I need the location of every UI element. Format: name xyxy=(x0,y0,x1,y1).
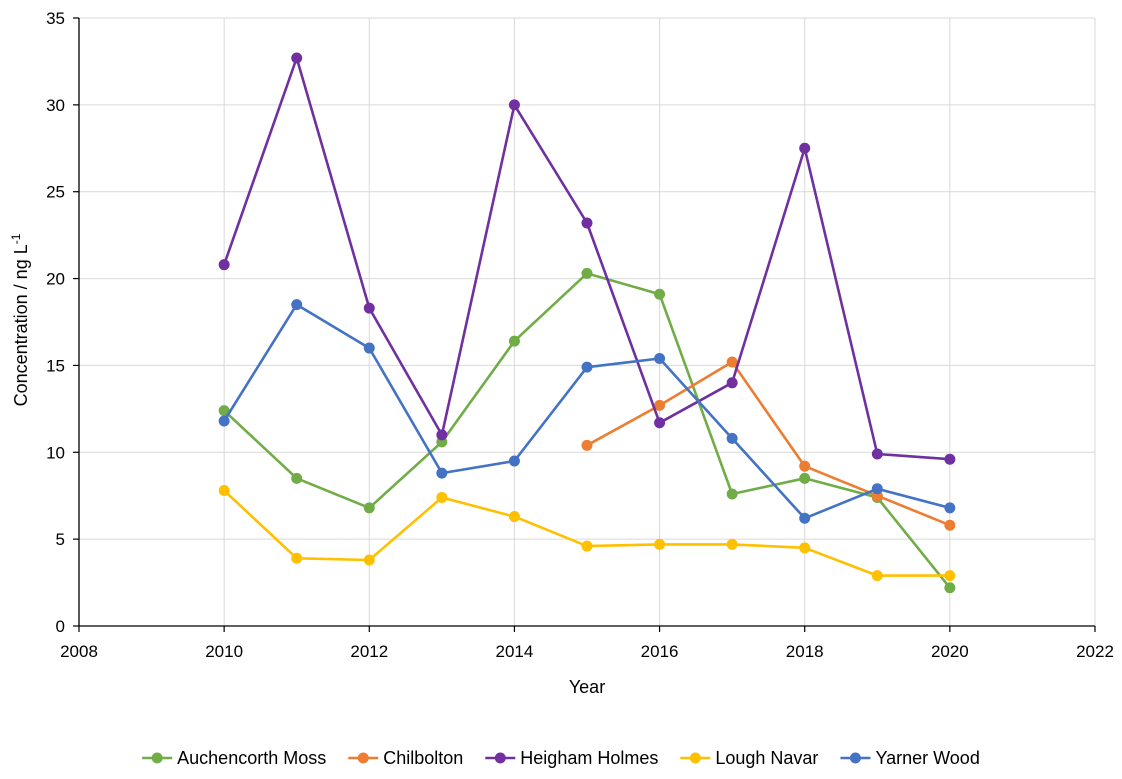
data-point-lough-navar xyxy=(799,542,811,554)
y-tick-label: 5 xyxy=(56,530,65,549)
legend-label: Lough Navar xyxy=(715,748,818,768)
series-line-chilbolton xyxy=(586,360,951,527)
legend-label: Yarner Wood xyxy=(875,748,979,768)
data-point-yarner-wood xyxy=(508,455,520,467)
y-axis-label-text: Concentration / ng L xyxy=(11,244,31,406)
y-tick-label: 0 xyxy=(56,617,65,636)
series-lines xyxy=(218,52,956,594)
data-point-heigham-holmes xyxy=(436,429,448,441)
x-tick-label: 2012 xyxy=(350,642,388,661)
data-point-heigham-holmes xyxy=(799,142,811,154)
x-tick-label: 2022 xyxy=(1076,642,1114,661)
data-point-yarner-wood xyxy=(363,342,375,354)
data-point-auchencorth-moss xyxy=(581,267,593,279)
data-point-auchencorth-moss xyxy=(726,488,738,500)
y-tick-label: 20 xyxy=(46,270,65,289)
data-point-lough-navar xyxy=(726,538,738,550)
data-point-heigham-holmes xyxy=(871,448,883,460)
data-point-lough-navar xyxy=(654,538,666,550)
data-point-heigham-holmes xyxy=(218,259,230,271)
data-point-auchencorth-moss xyxy=(218,405,230,417)
data-point-yarner-wood xyxy=(944,502,956,514)
legend-label: Heigham Holmes xyxy=(520,748,658,768)
legend-label: Auchencorth Moss xyxy=(177,748,326,768)
data-point-heigham-holmes xyxy=(508,99,520,111)
series-heigham-holmes xyxy=(218,52,956,465)
data-point-auchencorth-moss xyxy=(291,472,303,484)
y-tick-label: 30 xyxy=(46,96,65,115)
x-tick-labels: 2008 2010 2012 2014 2016 2018 2020 2022 xyxy=(60,642,1114,661)
data-point-yarner-wood xyxy=(436,467,448,479)
y-tick-labels: 0 5 10 15 20 25 30 35 xyxy=(46,9,65,636)
y-tick-label: 10 xyxy=(46,443,65,462)
data-point-lough-navar xyxy=(291,552,303,564)
gridlines xyxy=(79,17,1096,626)
data-point-yarner-wood xyxy=(581,361,593,373)
series-chilbolton xyxy=(581,356,956,531)
x-tick-label: 2010 xyxy=(205,642,243,661)
data-point-lough-navar xyxy=(218,485,230,497)
data-point-yarner-wood xyxy=(726,432,738,444)
axes xyxy=(73,17,1096,632)
data-point-chilbolton xyxy=(654,399,666,411)
data-point-heigham-holmes xyxy=(363,302,375,314)
data-point-yarner-wood xyxy=(654,352,666,364)
data-point-auchencorth-moss xyxy=(799,472,811,484)
data-point-heigham-holmes xyxy=(726,377,738,389)
x-tick-label: 2020 xyxy=(931,642,969,661)
data-point-chilbolton xyxy=(944,519,956,531)
legend: Auchencorth Moss Chilbolton Heigham Holmes… xyxy=(142,748,980,768)
data-point-lough-navar xyxy=(944,570,956,582)
data-point-chilbolton xyxy=(726,356,738,368)
series-yarner-wood xyxy=(218,299,956,524)
x-axis-label: Year xyxy=(569,677,605,697)
series-lough-navar xyxy=(218,485,956,582)
data-point-heigham-holmes xyxy=(291,52,303,64)
data-point-yarner-wood xyxy=(871,483,883,495)
data-point-heigham-holmes xyxy=(654,417,666,429)
y-tick-label: 15 xyxy=(46,356,65,375)
x-tick-label: 2014 xyxy=(496,642,534,661)
data-point-yarner-wood xyxy=(799,512,811,524)
legend-marker xyxy=(357,752,369,764)
series-line-heigham-holmes xyxy=(222,56,950,461)
data-point-auchencorth-moss xyxy=(654,288,666,300)
x-tick-label: 2018 xyxy=(786,642,824,661)
legend-label: Chilbolton xyxy=(383,748,463,768)
y-tick-label: 35 xyxy=(46,9,65,28)
data-point-auchencorth-moss xyxy=(944,582,956,594)
data-point-auchencorth-moss xyxy=(363,502,375,514)
data-point-chilbolton xyxy=(581,439,593,451)
data-point-lough-navar xyxy=(363,554,375,566)
data-point-yarner-wood xyxy=(291,299,303,311)
y-tick-label: 25 xyxy=(46,183,65,202)
legend-marker xyxy=(689,752,701,764)
y-axis-label: Concentration / ng L-1 xyxy=(9,233,31,406)
data-point-heigham-holmes xyxy=(581,217,593,229)
y-axis-label-superscript: -1 xyxy=(9,233,23,244)
data-point-auchencorth-moss xyxy=(508,335,520,347)
data-point-lough-navar xyxy=(871,570,883,582)
data-point-chilbolton xyxy=(799,460,811,472)
series-line-yarner-wood xyxy=(222,303,951,520)
data-point-lough-navar xyxy=(581,540,593,552)
legend-marker xyxy=(494,752,506,764)
data-point-heigham-holmes xyxy=(944,453,956,465)
data-point-lough-navar xyxy=(508,511,520,523)
x-tick-label: 2008 xyxy=(60,642,98,661)
data-point-lough-navar xyxy=(436,491,448,503)
data-point-yarner-wood xyxy=(218,415,230,427)
x-tick-label: 2016 xyxy=(641,642,679,661)
legend-marker xyxy=(849,752,861,764)
legend-marker xyxy=(151,752,163,764)
